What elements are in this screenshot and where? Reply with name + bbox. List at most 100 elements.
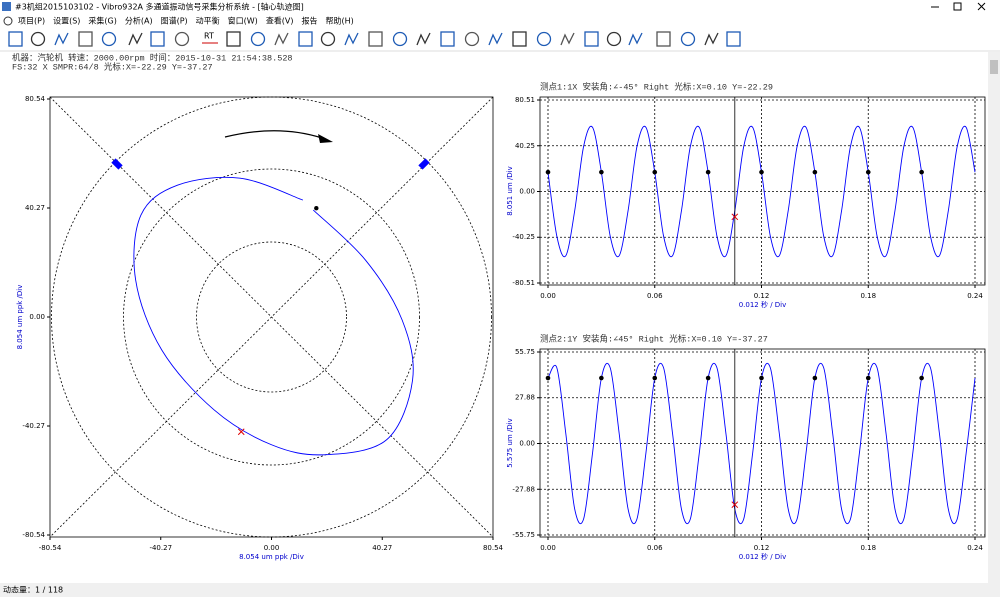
menu-bar bbox=[0, 14, 1000, 28]
toolbar-icon[interactable] bbox=[536, 31, 552, 47]
chart-title: 测点1:1X 安装角:∠-45° Right 光标:X=0.10 Y=-22.2… bbox=[540, 81, 773, 92]
toolbar-icon[interactable] bbox=[368, 31, 383, 47]
x-tick-label: 0.12 bbox=[754, 544, 770, 552]
menu-item[interactable]: 帮助(H) bbox=[326, 16, 354, 26]
keyphasor-dot bbox=[652, 169, 658, 175]
toolbar-icon[interactable] bbox=[101, 31, 117, 47]
y-axis-label: 8.051 um /Div bbox=[506, 166, 514, 216]
x-tick-label: 0.06 bbox=[647, 292, 663, 300]
menu-item[interactable]: 分析(A) bbox=[125, 16, 153, 26]
close-button[interactable] bbox=[977, 2, 986, 11]
toolbar-icon[interactable] bbox=[250, 31, 266, 47]
window-title: #3机组2015103102 - Vibro932A 多通道振动信号采集分析系统… bbox=[15, 2, 304, 12]
x-axis-label: 0.012 秒 / Div bbox=[739, 300, 787, 309]
x-axis-label: 8.054 um ppk /Div bbox=[239, 553, 304, 561]
toolbar-icon[interactable] bbox=[656, 31, 671, 47]
cursor-marker bbox=[731, 213, 739, 221]
x-axis-label: 0.012 秒 / Div bbox=[739, 552, 787, 561]
refresh-icon[interactable] bbox=[3, 16, 13, 26]
chart-title: 测点2:1Y 安装角:∠45° Right 光标:X=0.10 Y=-37.27 bbox=[540, 333, 768, 344]
toolbar bbox=[0, 28, 1000, 50]
menu-item[interactable]: 报告 bbox=[302, 16, 318, 26]
menu-item[interactable]: 项目(P) bbox=[18, 17, 45, 26]
y-tick-label: -80.54 bbox=[22, 531, 45, 539]
toolbar-icon[interactable] bbox=[560, 32, 575, 46]
plot-frame bbox=[539, 96, 986, 286]
maximize-button[interactable] bbox=[953, 2, 962, 11]
menu-item[interactable]: 动平衡 bbox=[196, 16, 220, 26]
scrollbar-thumb[interactable] bbox=[990, 60, 998, 74]
keyphasor-dot bbox=[919, 375, 924, 381]
toolbar-icons: RT bbox=[8, 31, 741, 47]
x-tick-label: -80.54 bbox=[39, 544, 62, 552]
y-axis-label: 8.054 um ppk /Div bbox=[16, 285, 24, 350]
menu-items: 项目(P) 设置(S) 采集(G) 分析(A) 图谱(P) 动平衡 窗口(W) 查看(V) 报告… bbox=[18, 16, 354, 26]
toolbar-icon[interactable] bbox=[680, 31, 696, 47]
x-tick-label: 0.18 bbox=[860, 544, 876, 552]
toolbar-icon[interactable] bbox=[174, 31, 190, 47]
x-tick-label: 0.24 bbox=[967, 292, 983, 300]
toolbar-icon[interactable] bbox=[78, 31, 93, 47]
y-axis-label: 5.575 um /Div bbox=[506, 418, 514, 468]
x-tick-label: 0.06 bbox=[647, 544, 663, 552]
toolbar-icon[interactable] bbox=[628, 32, 643, 46]
toolbar-icon[interactable] bbox=[8, 31, 23, 47]
toolbar-icon[interactable] bbox=[392, 31, 408, 47]
toolbar-icon[interactable] bbox=[726, 31, 741, 47]
toolbar-icon[interactable] bbox=[464, 31, 480, 47]
toolbar-icon[interactable] bbox=[226, 31, 241, 47]
toolbar-icon[interactable] bbox=[606, 31, 622, 47]
y-tick-label: 80.54 bbox=[25, 95, 46, 103]
toolbar-icon[interactable] bbox=[488, 32, 503, 46]
x-tick-label: -40.27 bbox=[149, 544, 172, 552]
orbit-line bbox=[133, 176, 414, 456]
info-line: 机器：汽轮机 转速：2000.00rpm 时间：2015-10-31 21:54… bbox=[12, 52, 293, 63]
toolbar-icon[interactable] bbox=[30, 31, 46, 47]
keyphasor-dot bbox=[652, 375, 658, 381]
toolbar-icon[interactable] bbox=[512, 31, 527, 47]
y-tick-label: -40.25 bbox=[512, 233, 535, 241]
menu-item[interactable]: 窗口(W) bbox=[228, 16, 258, 26]
scrollbar[interactable] bbox=[988, 52, 1000, 583]
toolbar-icon[interactable] bbox=[320, 31, 336, 47]
toolbar-icon[interactable] bbox=[128, 32, 143, 46]
y-tick-label: 0.00 bbox=[519, 440, 535, 448]
x-tick-label: 40.27 bbox=[372, 544, 392, 552]
y-tick-label: 0.00 bbox=[519, 188, 535, 196]
x-tick-label: 0.12 bbox=[754, 292, 770, 300]
toolbar-icon[interactable] bbox=[584, 31, 599, 47]
toolbar-icon[interactable] bbox=[704, 32, 719, 46]
toolbar-icon[interactable] bbox=[54, 32, 69, 46]
toolbar-label[interactable]: RT bbox=[204, 32, 214, 41]
toolbar-icon[interactable] bbox=[344, 32, 359, 46]
keyphasor-dot bbox=[545, 375, 551, 381]
keyphasor-dot bbox=[865, 169, 871, 175]
keyphasor-dot bbox=[865, 375, 871, 381]
x-tick-label: 0.00 bbox=[264, 544, 280, 552]
menu-item[interactable]: 查看(V) bbox=[266, 16, 294, 26]
cursor-marker bbox=[731, 501, 739, 509]
y-tick-label: 40.27 bbox=[25, 204, 45, 212]
menu-item[interactable]: 设置(S) bbox=[53, 16, 80, 26]
toolbar-icon[interactable] bbox=[150, 31, 165, 47]
y-tick-label: -55.75 bbox=[512, 531, 535, 539]
status-text: 动态量：1 / 118 bbox=[3, 585, 63, 595]
title-bar bbox=[0, 0, 1000, 14]
app-icon bbox=[2, 2, 11, 11]
keyphasor-dot bbox=[599, 375, 604, 381]
y-tick-label: -80.51 bbox=[512, 279, 535, 287]
keyphasor-dot bbox=[919, 169, 924, 175]
keyphasor-dot bbox=[812, 375, 818, 381]
y-tick-label: 27.88 bbox=[515, 394, 535, 402]
keyphasor-dot bbox=[545, 169, 551, 175]
x-tick-label: 80.54 bbox=[483, 544, 504, 552]
menu-item[interactable]: 图谱(P) bbox=[161, 16, 188, 26]
toolbar-icon[interactable] bbox=[440, 31, 455, 47]
menu-item[interactable]: 采集(G) bbox=[88, 16, 116, 26]
x-tick-label: 0.24 bbox=[967, 544, 983, 552]
y-tick-label: 0.00 bbox=[29, 313, 45, 321]
toolbar-icon[interactable] bbox=[298, 31, 313, 47]
toolbar-icon[interactable] bbox=[416, 32, 431, 46]
toolbar-icon[interactable] bbox=[274, 32, 289, 46]
